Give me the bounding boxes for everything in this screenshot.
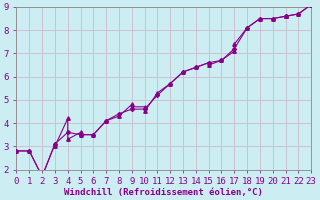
X-axis label: Windchill (Refroidissement éolien,°C): Windchill (Refroidissement éolien,°C) bbox=[64, 188, 263, 197]
